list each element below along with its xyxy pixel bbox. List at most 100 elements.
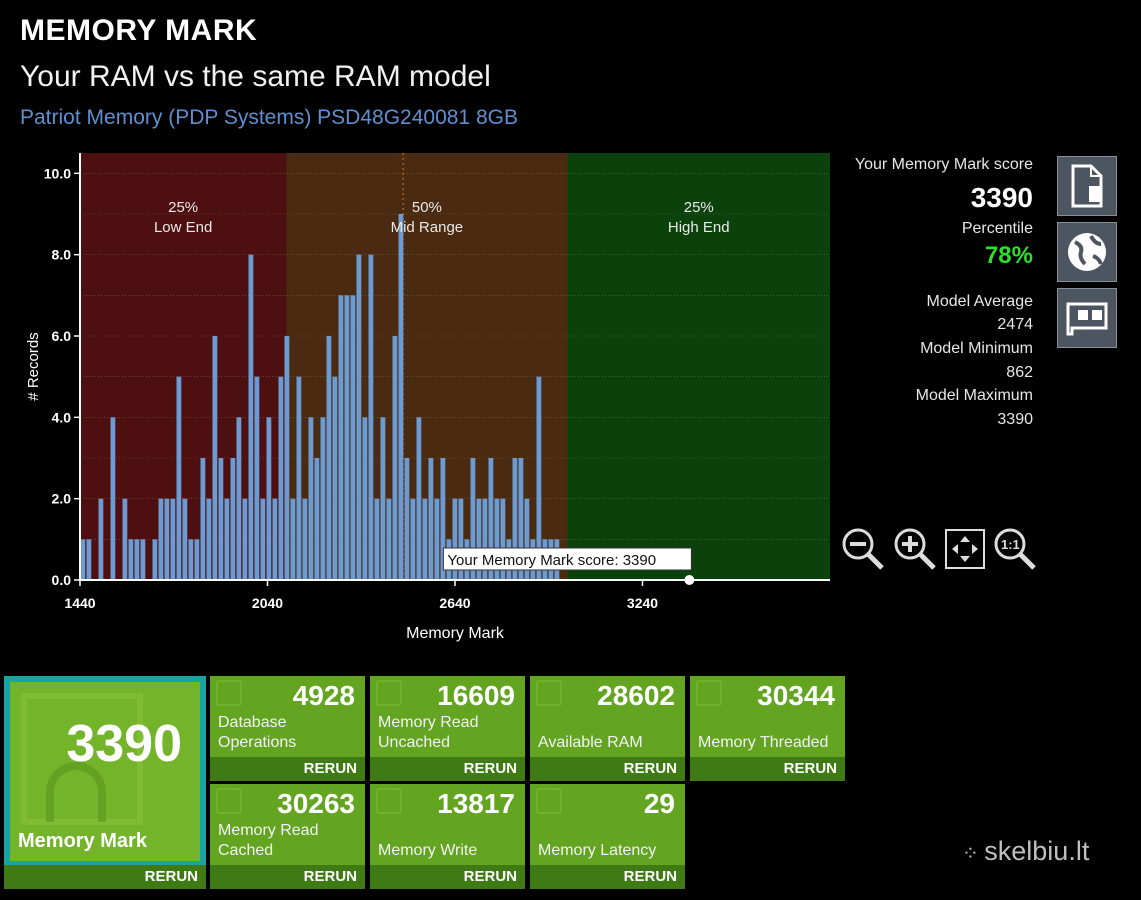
page-subtitle: Your RAM vs the same RAM model (20, 60, 491, 93)
svg-text:1:1: 1:1 (1001, 537, 1020, 552)
chip-icon (536, 788, 562, 814)
memory-mark-tile[interactable]: 3390 Memory Mark RERUN (4, 676, 206, 889)
x-tick-label: 2640 (439, 595, 470, 611)
chip-icon (376, 680, 402, 706)
subtest-label: Memory Latency (538, 842, 657, 859)
report-button[interactable] (1057, 156, 1117, 216)
histogram-bar (476, 498, 482, 580)
histogram-bar (344, 295, 350, 580)
histogram-bar (392, 336, 398, 580)
histogram-bar (500, 498, 506, 580)
y-tick-label: 10.0 (44, 165, 71, 181)
histogram-bar (434, 498, 440, 580)
zoom-fit-icon[interactable] (942, 526, 988, 572)
y-tick-label: 2.0 (52, 491, 72, 507)
histogram-bar (338, 295, 344, 580)
histogram-bar (152, 539, 158, 580)
rerun-button[interactable]: RERUN (690, 757, 845, 781)
histogram-bar (284, 336, 290, 580)
x-tick-label: 1440 (64, 595, 95, 611)
histogram-bar (194, 539, 200, 580)
percentile-value: 78% (984, 242, 1033, 269)
chip-icon (696, 680, 722, 706)
subtest-label: Memory Read Cached (218, 822, 319, 859)
rerun-label: RERUN (144, 868, 198, 885)
ram-model-link[interactable]: Patriot Memory (PDP Systems) PSD48G24008… (20, 106, 518, 129)
model-average-label: Model Average (926, 293, 1033, 310)
subtest-tile[interactable]: 30263 Memory Read Cached RERUN (210, 784, 365, 889)
region-band (567, 153, 830, 580)
y-tick-label: 4.0 (52, 409, 72, 425)
histogram-bar (404, 458, 410, 580)
histogram-bar (416, 417, 422, 580)
histogram-bar (332, 376, 338, 580)
histogram-bar (170, 498, 176, 580)
rerun-button[interactable]: RERUN (530, 865, 685, 889)
x-tick-label: 2040 (252, 595, 283, 611)
histogram-bar (314, 458, 320, 580)
histogram-bar (272, 498, 278, 580)
histogram-bar (428, 458, 434, 580)
subtest-tile[interactable]: 13817 Memory Write RERUN (370, 784, 525, 889)
histogram-bar (518, 458, 524, 580)
model-minimum-value: 862 (1006, 364, 1033, 381)
watermark: ⁘ skelbiu.lt (962, 836, 1090, 866)
histogram-bar (422, 498, 428, 580)
score-label: Your Memory Mark score (854, 156, 1033, 173)
histogram-bar (128, 539, 134, 580)
histogram-bar (80, 539, 86, 580)
histogram-bar (482, 498, 488, 580)
x-tick-label: 3240 (627, 595, 658, 611)
subtest-value: 29 (643, 788, 675, 819)
subtest-tile[interactable]: 28602 Available RAM RERUN (530, 676, 685, 781)
subtest-tile[interactable]: 4928 Database Operations RERUN (210, 676, 365, 781)
rerun-button[interactable]: RERUN (370, 865, 525, 889)
memory-mark-rerun-button[interactable]: RERUN (4, 865, 206, 889)
subtest-tile[interactable]: 16609 Memory Read Uncached RERUN (370, 676, 525, 781)
subtest-label: Available RAM (538, 734, 643, 751)
rerun-button[interactable]: RERUN (210, 757, 365, 781)
percentile-label: Percentile (961, 220, 1033, 237)
subtest-label: Database Operations (218, 714, 297, 751)
histogram-bar (86, 539, 92, 580)
histogram-bar (122, 498, 128, 580)
histogram-bar (488, 458, 494, 580)
zoom-reset-icon[interactable]: 1:1 (992, 526, 1038, 572)
histogram-bar (458, 498, 464, 580)
histogram-bar (290, 498, 296, 580)
histogram-bar (236, 417, 242, 580)
y-tick-label: 6.0 (52, 328, 72, 344)
histogram-bar (536, 376, 542, 580)
your-score-marker (684, 575, 695, 585)
subtest-tile[interactable]: 29 Memory Latency RERUN (530, 784, 685, 889)
histogram-bar (308, 417, 314, 580)
subtest-value: 4928 (292, 680, 355, 711)
histogram-bar (278, 376, 284, 580)
histogram-bar (374, 498, 380, 580)
histogram-bar (398, 214, 404, 580)
histogram-bar (512, 458, 518, 580)
hardware-info-button[interactable] (1057, 288, 1117, 348)
histogram-bar (206, 498, 212, 580)
rerun-button[interactable]: RERUN (210, 865, 365, 889)
memory-chip-icon (21, 693, 143, 825)
region-label: Low End (154, 219, 212, 236)
subtest-value: 28602 (597, 680, 675, 711)
histogram-bar (386, 498, 392, 580)
web-compare-button[interactable] (1057, 222, 1117, 282)
histogram-bar (440, 458, 446, 580)
zoom-in-icon[interactable] (892, 526, 938, 572)
rerun-button[interactable]: RERUN (370, 757, 525, 781)
zoom-out-icon[interactable] (840, 526, 886, 572)
rerun-button[interactable]: RERUN (530, 757, 685, 781)
globe-icon (1068, 233, 1106, 271)
chip-icon (376, 788, 402, 814)
histogram-bar (218, 458, 224, 580)
y-tick-label: 8.0 (52, 247, 72, 263)
subtest-tile[interactable]: 30344 Memory Threaded RERUN (690, 676, 845, 781)
histogram-bar (452, 498, 458, 580)
memory-mark-value: 3390 (66, 715, 182, 773)
region-label: High End (668, 219, 730, 236)
histogram-bar (134, 539, 140, 580)
x-axis-label: Memory Mark (406, 625, 505, 642)
